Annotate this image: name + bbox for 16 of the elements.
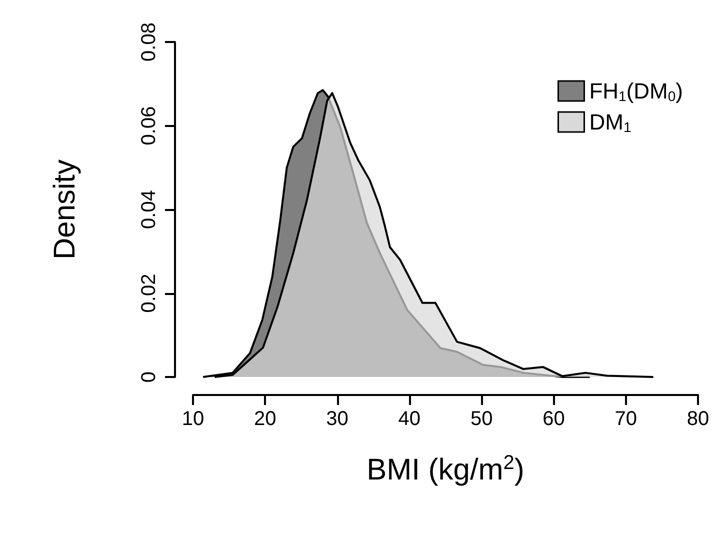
legend-label: FH1(DM0) [589,78,683,104]
legend-label: DM1 [589,110,632,135]
x-tick-label: 10 [182,408,204,430]
x-tick-label: 20 [254,408,276,430]
y-tick-label: 0.06 [138,106,160,146]
x-tick-label: 70 [614,408,637,430]
x-tick-label: 50 [470,408,493,430]
x-tick-label: 80 [686,408,710,430]
x-tick-label: 60 [542,408,565,430]
y-tick-label: 0.02 [138,274,160,313]
y-tick-label: 0 [138,371,160,383]
x-tick-label: 30 [326,408,348,430]
y-axis-title: Density [48,159,82,260]
y-tick-label: 0.08 [138,22,160,62]
x-tick-label: 40 [398,408,421,430]
y-tick-label: 0.04 [138,190,160,229]
